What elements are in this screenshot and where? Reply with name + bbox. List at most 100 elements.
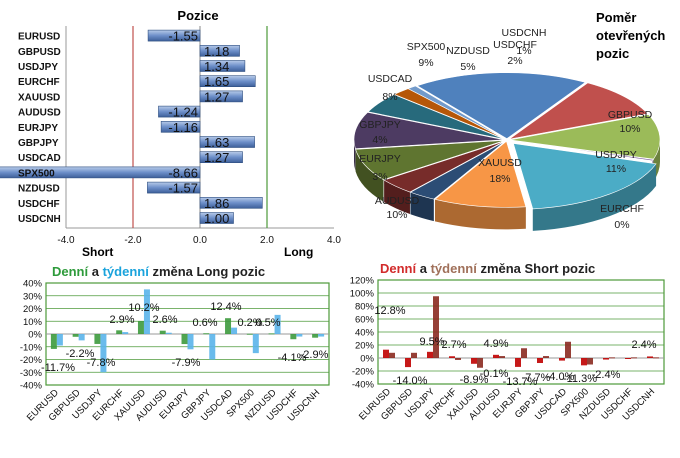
- short-bar-daily-nzdusd: [603, 358, 609, 360]
- position-bar-audusd: [158, 105, 201, 118]
- pie-label-audusd: AUDUSD: [375, 195, 420, 207]
- pie-label-eurjpy: EURJPY: [359, 153, 400, 165]
- position-bar-spx500: [0, 166, 201, 179]
- short-bar-daily-eurchf: [449, 356, 455, 358]
- pie-percent-gbpusd: 10%: [619, 123, 640, 135]
- position-bar-usdchf: [199, 197, 263, 209]
- short-label-nzdusd: -2.4%: [592, 369, 621, 381]
- long-bar-daily-xauusd: [137, 320, 144, 334]
- short-bar-weekly-nzdusd: [609, 357, 615, 359]
- short-bar-weekly-audusd: [499, 356, 505, 358]
- position-bar-eurjpy: [160, 121, 201, 133]
- short-y-tick: 60%: [355, 315, 375, 326]
- position-category-usdchf: USDCHF: [18, 199, 60, 210]
- long-bar-daily-eurusd: [50, 334, 57, 349]
- long-bar-daily-eurchf: [116, 330, 123, 334]
- short-label-usdcnh: 2.4%: [631, 339, 656, 351]
- position-category-usdjpy: USDJPY: [18, 62, 58, 73]
- position-category-nzdusd: NZDUSD: [18, 184, 60, 195]
- pie-title-line-2: otevřených: [596, 28, 665, 43]
- long-bar-daily-usdjpy: [94, 334, 101, 344]
- short-label-audusd: 4.9%: [483, 338, 508, 350]
- long-bar-daily-usdchf: [290, 334, 297, 340]
- long-bar-weekly-usdchf: [296, 334, 303, 337]
- position-value-eurjpy: -1.16: [168, 120, 198, 135]
- pie-slice-eurjpy: [409, 140, 506, 200]
- pie-percent-usdcnh: 1%: [516, 45, 531, 57]
- position-value-usdcad: 1.27: [204, 150, 229, 165]
- long-bar-daily-eurjpy: [181, 334, 188, 345]
- short-bar-weekly-spx500: [587, 358, 593, 365]
- pie-slice-xauusd: [512, 143, 657, 210]
- pie-label-gbpusd: GBPUSD: [608, 109, 653, 121]
- pie-slice-gbpusd: [509, 82, 649, 140]
- long-bar-weekly-xauusd: [143, 289, 150, 334]
- position-category-spx500: SPX500: [18, 168, 55, 179]
- positions-x-tick: 0.0: [193, 235, 207, 246]
- pie-percent-nzdusd: 5%: [460, 61, 475, 73]
- position-category-gbpjpy: GBPJPY: [18, 138, 59, 149]
- positions-title: Pozice: [177, 8, 218, 23]
- position-category-gbpusd: GBPUSD: [18, 47, 61, 58]
- pie-percent-gbpjpy: 4%: [372, 134, 387, 146]
- position-bar-xauusd: [199, 90, 243, 103]
- pie-slice-gbpjpy: [383, 140, 505, 193]
- position-category-eurchf: EURCHF: [18, 77, 60, 88]
- long-label: Long: [284, 245, 313, 259]
- short-y-tick: 40%: [355, 328, 375, 339]
- pie-title-line-1: Poměr: [596, 10, 636, 25]
- position-bar-usdjpy: [199, 60, 246, 72]
- position-bar-usdcad: [199, 151, 243, 163]
- long-label-gbpjpy: 0.6%: [192, 317, 217, 329]
- pie-percent-usdchf: 2%: [507, 55, 522, 67]
- long-label-eurusd: -11.7%: [41, 362, 75, 374]
- short-label-xauusd: -8.9%: [460, 374, 489, 386]
- pie-label-eurchf: EURCHF: [600, 203, 644, 215]
- short-label-gbpusd: -14.0%: [393, 375, 428, 387]
- positions-chart: Pozice EURUSD GBPUSD USDJPY EURCHF XAUUSD AUD…: [0, 8, 341, 259]
- pie-side-gbpjpy: [384, 180, 410, 215]
- short-bar-weekly-usdchf: [631, 357, 637, 359]
- short-bar-daily-gbpjpy: [537, 358, 543, 364]
- long-y-tick: 10%: [23, 317, 43, 328]
- short-title-rest: změna Short pozic: [477, 261, 595, 276]
- long-bar-daily-audusd: [159, 330, 166, 334]
- long-label-gbpusd: -2.2%: [66, 348, 95, 360]
- short-label-spx500: -11.3%: [563, 373, 597, 385]
- short-bar-weekly-eurchf: [455, 358, 461, 360]
- short-y-tick: 0%: [360, 354, 374, 365]
- long-label-usdcad: 12.4%: [210, 301, 241, 313]
- short-bar-weekly-usdcnh: [653, 357, 659, 359]
- short-change-chart: Denní a týdenní změna Short pozic 120% 10…: [350, 261, 665, 423]
- pie-percent-usdjpy: 11%: [606, 163, 626, 175]
- position-value-eurchf: 1.65: [204, 74, 229, 89]
- short-bar-daily-usdcnh: [647, 356, 653, 358]
- short-bar-daily-eurusd: [383, 349, 389, 358]
- short-y-tick: -40%: [352, 380, 375, 391]
- position-value-gbpjpy: 1.63: [204, 135, 229, 150]
- positions-x-tick: 2.0: [260, 235, 274, 246]
- long-bar-weekly-spx500: [252, 334, 259, 354]
- long-bar-weekly-eurusd: [56, 334, 63, 346]
- short-bar-weekly-eurusd: [389, 352, 395, 358]
- pie-slice-audusd: [434, 140, 527, 208]
- short-label-eurusd: 12.8%: [374, 305, 405, 317]
- position-bar-gbpusd: [199, 44, 240, 57]
- position-bar-gbpjpy: [199, 136, 255, 148]
- position-category-eurusd: EURUSD: [18, 32, 60, 43]
- long-bar-weekly-eurchf: [122, 332, 129, 334]
- pie-label-usdchf: USDCHF: [493, 39, 537, 51]
- short-bar-daily-audusd: [493, 354, 499, 358]
- short-y-tick: 20%: [355, 341, 375, 352]
- long-y-tick: 20%: [23, 304, 43, 315]
- long-bar-daily-gbpjpy: [203, 333, 210, 335]
- short-bar-weekly-usdjpy: [433, 296, 439, 358]
- short-bar-weekly-xauusd: [477, 358, 483, 368]
- short-bar-weekly-eurjpy: [521, 348, 527, 358]
- short-y-tick: 80%: [355, 302, 375, 313]
- position-bar-nzdusd: [147, 181, 201, 194]
- long-bar-daily-gbpusd: [72, 334, 79, 337]
- long-title-and: a: [88, 264, 102, 279]
- pie-chart: Poměr otevřených pozic GBPUSD 10% USDJPY 11…: [353, 10, 665, 231]
